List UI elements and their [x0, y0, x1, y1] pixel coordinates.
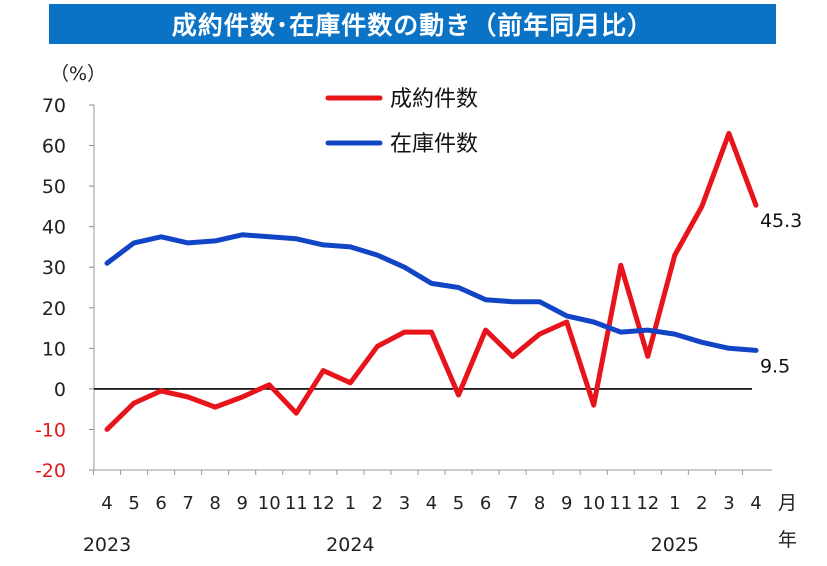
series-end-label: 45.3 — [760, 210, 802, 232]
y-tick-label: 10 — [42, 338, 66, 360]
y-tick-label: -20 — [35, 460, 66, 482]
x-tick-label: 4 — [426, 493, 437, 514]
year-labels: 2023 2024 2025 — [83, 534, 699, 556]
y-tick-label: 0 — [54, 379, 66, 401]
x-year-label: 2025 — [651, 534, 699, 556]
series-lines — [104, 130, 759, 432]
y-tick-label: 20 — [42, 298, 66, 320]
series-line — [104, 232, 759, 353]
y-axis-label: （%） — [50, 63, 106, 85]
x-tick-label: 6 — [155, 493, 166, 514]
x-tick-label: 7 — [182, 493, 193, 514]
x-tick-label: 8 — [209, 493, 220, 514]
y-tick-label: 60 — [42, 136, 66, 158]
x-tick-label: 2 — [696, 493, 707, 514]
x-tick-label: 9 — [561, 493, 572, 514]
x-tick-label: 10 — [582, 493, 605, 514]
x-tick-label: 7 — [507, 493, 518, 514]
y-tick-label: 40 — [42, 217, 66, 239]
x-tick-label: 8 — [534, 493, 545, 514]
y-axis: 70 60 50 40 30 20 10 0 -10 -20 — [35, 95, 94, 482]
x-tick-label: 3 — [723, 493, 734, 514]
x-tick-label: 3 — [399, 493, 410, 514]
x-tick-label: 11 — [285, 493, 308, 514]
x-axis: 4 5 6 7 8 9 10 11 12 1 2 3 4 5 6 7 8 9 10 11 12 1 2 3 4 — [92, 470, 762, 514]
end-labels: 45.3 9.5 — [760, 210, 802, 377]
x-tick-label: 5 — [128, 493, 139, 514]
x-year-label: 2023 — [83, 534, 131, 556]
y-tick-label: 50 — [42, 176, 66, 198]
chart-title: 成約件数･在庫件数の動き（前年同月比） — [49, 4, 776, 44]
y-tick-label: 70 — [42, 95, 66, 117]
x-axis-month-unit: 月 — [778, 492, 797, 514]
series-line — [104, 130, 759, 432]
legend-label: 成約件数 — [390, 87, 478, 112]
x-tick-label: 9 — [236, 493, 247, 514]
x-tick-label: 1 — [669, 493, 680, 514]
x-tick-label: 5 — [453, 493, 464, 514]
x-tick-label: 6 — [480, 493, 491, 514]
x-tick-label: 11 — [609, 493, 632, 514]
x-tick-label: 1 — [345, 493, 356, 514]
y-tick-label: -10 — [35, 419, 66, 441]
x-tick-label: 2 — [372, 493, 383, 514]
x-tick-label: 12 — [636, 493, 659, 514]
y-tick-label: 30 — [42, 257, 66, 279]
x-axis-year-unit: 年 — [778, 529, 797, 551]
x-tick-label: 4 — [750, 493, 761, 514]
x-year-label: 2024 — [326, 534, 374, 556]
axes — [93, 105, 772, 471]
x-tick-label: 4 — [101, 493, 112, 514]
series-end-label: 9.5 — [760, 355, 790, 377]
x-tick-label: 12 — [312, 493, 335, 514]
legend-label: 在庫件数 — [390, 132, 478, 157]
x-tick-label: 10 — [258, 493, 281, 514]
